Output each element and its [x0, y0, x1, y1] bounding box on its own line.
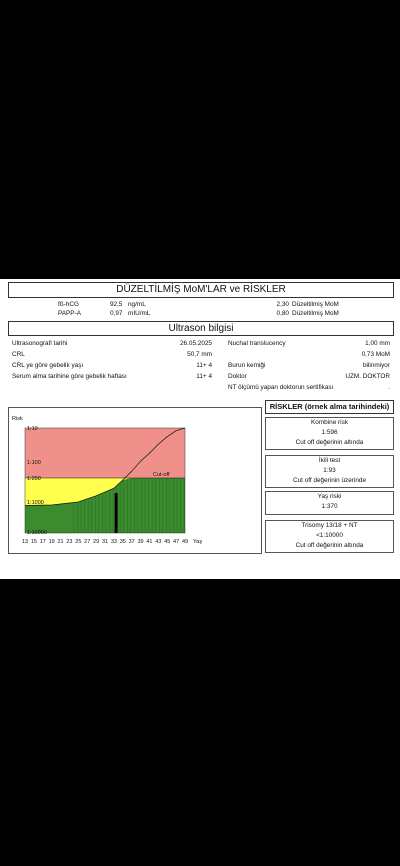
plot-border — [24, 427, 186, 534]
risk-box-value: 1:93 — [323, 467, 336, 474]
us-label: Nuchal translucency — [228, 340, 286, 347]
marker-mom-label: Düzeltilmiş MoM — [292, 310, 339, 317]
marker-unit: ng/mL — [128, 301, 146, 308]
risk-box-value: <1:10000 — [316, 532, 343, 539]
y-axis-label: Risk — [12, 416, 23, 422]
y-tick-label: 1:250 — [27, 476, 41, 482]
x-tick-label: 29 — [93, 539, 99, 545]
us-label: CRL — [12, 351, 25, 358]
us-value: 11+ 4 — [196, 373, 212, 380]
marker-value: 92,5 — [110, 301, 123, 308]
x-tick-label: 39 — [137, 539, 143, 545]
y-tick-label: 1:10 — [27, 426, 38, 432]
x-tick-label: 37 — [129, 539, 135, 545]
risk-box-title: İkili test — [318, 457, 341, 464]
risk-box-title: Kombine risk — [311, 419, 348, 426]
marker-value: 0,97 — [110, 310, 123, 317]
y-tick-label: 1:1000 — [27, 500, 44, 506]
risk-box-value: 1:370 — [321, 503, 338, 510]
x-tick-label: 33 — [111, 539, 117, 545]
risk-box-title: Yaş riski — [317, 493, 342, 500]
x-tick-label: 35 — [120, 539, 126, 545]
high-risk-zone — [25, 428, 185, 478]
risk-chart-svg: Cut-off Risk 1:10 1:100 1:250 1:1000 1:10000 13… — [12, 416, 202, 545]
us-value: UZM. DOKTOR — [345, 373, 390, 380]
us-label: Serum alma tarihine göre gebelik haftası — [12, 373, 127, 380]
x-tick-label: 45 — [164, 539, 170, 545]
x-tick-label: 31 — [102, 539, 108, 545]
us-value: bilinmiyor — [363, 362, 390, 369]
marker-name: PAPP-A — [58, 310, 81, 317]
marker-mom-label: Düzeltilmiş MoM — [292, 301, 339, 308]
us-label: Ultrasonografi tarihi — [12, 340, 68, 347]
y-tick-label: 1:100 — [27, 460, 41, 466]
risk-box-note: Cut off değerinin üzerinde — [292, 477, 367, 484]
marker-name: fß-hCG — [58, 301, 79, 308]
x-tick-label: 23 — [66, 539, 72, 545]
y-tick-label: 1:10000 — [27, 530, 47, 536]
x-tick-label: 25 — [75, 539, 81, 545]
us-value: . — [388, 384, 390, 391]
risk-box-double: İkili test 1:93 Cut off değerinin üzerin… — [265, 455, 394, 488]
us-value: 0,73 MoM — [361, 351, 390, 358]
patient-risk-bar — [114, 493, 118, 533]
x-tick-label: 15 — [31, 539, 37, 545]
x-tick-label: 13 — [22, 539, 28, 545]
report-title: DÜZELTİLMİŞ MoM'LAR ve RİSKLER — [8, 282, 394, 298]
us-label: Burun kemiği — [228, 362, 266, 369]
risk-box-note: Cut off değerinin altında — [295, 439, 364, 446]
us-label: Doktor — [228, 373, 247, 380]
x-tick-label: 19 — [49, 539, 55, 545]
age-risk-curve — [24, 427, 186, 506]
risk-box-title: Trisomy 13/18 + NT — [301, 522, 358, 529]
us-value: 50,7 mm — [187, 351, 212, 358]
risks-title: RİSKLER (örnek alma tarihindeki) — [265, 400, 394, 414]
us-value: 1,00 mm — [365, 340, 390, 347]
risk-box-age: Yaş riski 1:370 — [265, 491, 394, 515]
us-label: CRL ye göre gebelik yaşı — [12, 362, 84, 369]
x-tick-label: 49 — [182, 539, 188, 545]
x-axis-label: Yaş — [193, 539, 202, 545]
x-tick-label: 21 — [57, 539, 63, 545]
us-value: 11+ 4 — [196, 362, 212, 369]
x-tick-label: 27 — [84, 539, 90, 545]
x-tick-label: 17 — [40, 539, 46, 545]
risk-box-note: Cut off değerinin altında — [295, 542, 364, 549]
cutoff-label: Cut-off — [153, 472, 170, 478]
x-tick-label: 47 — [173, 539, 179, 545]
risk-chart: Cut-off Risk 1:10 1:100 1:250 1:1000 1:10000 13… — [8, 407, 262, 554]
x-tick-label: 41 — [146, 539, 152, 545]
marker-mom: 0,80 — [276, 310, 289, 317]
risk-box-value: 1:596 — [321, 429, 338, 436]
risk-box-combined: Kombine risk 1:596 Cut off değerinin alt… — [265, 417, 394, 450]
x-tick-label: 43 — [155, 539, 161, 545]
us-label: NT ölçümü yapan doktorun sertifikası — [228, 384, 334, 391]
us-value: 26.05.2025 — [180, 340, 212, 347]
marker-mom: 2,30 — [276, 301, 289, 308]
risk-box-trisomy: Trisomy 13/18 + NT <1:10000 Cut off değe… — [265, 520, 394, 553]
marker-unit: mIU/mL — [128, 310, 151, 317]
ultrasound-title: Ultrason bilgisi — [8, 321, 394, 336]
